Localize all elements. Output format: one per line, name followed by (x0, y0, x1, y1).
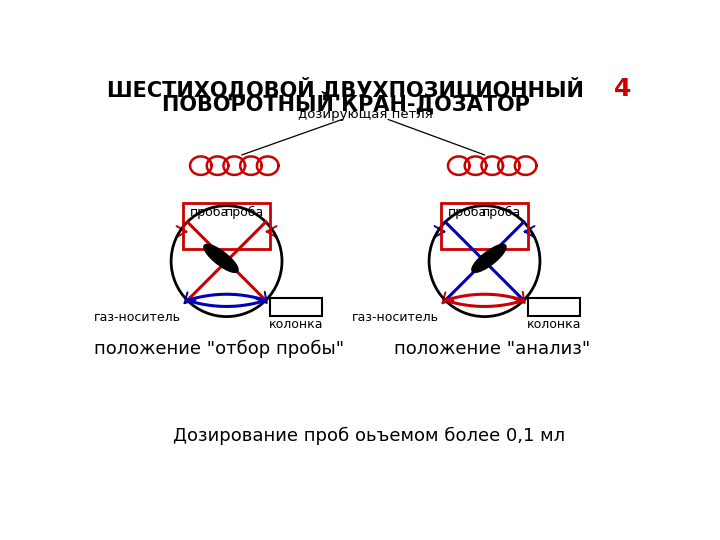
Text: Дозирование проб оьъемом более 0,1 мл: Дозирование проб оьъемом более 0,1 мл (173, 427, 565, 445)
Text: проба: проба (447, 206, 487, 219)
Bar (528, 298, 580, 316)
Text: дозирующая петля: дозирующая петля (298, 107, 433, 120)
Polygon shape (204, 245, 238, 272)
Text: проба: проба (225, 206, 264, 219)
Text: проба: проба (189, 206, 229, 219)
Text: проба: проба (482, 206, 521, 219)
Text: газ-носитель: газ-носитель (352, 311, 439, 324)
Text: газ-носитель: газ-носитель (94, 311, 181, 324)
Polygon shape (472, 245, 506, 272)
Text: положение "отбор пробы": положение "отбор пробы" (94, 340, 344, 358)
Text: колонка: колонка (269, 318, 323, 331)
Text: ПОВОРОТНЫЙ КРАН-ДОЗАТОР: ПОВОРОТНЫЙ КРАН-ДОЗАТОР (162, 91, 530, 114)
Text: колонка: колонка (526, 318, 581, 331)
Bar (269, 298, 323, 316)
Text: ШЕСТИХОДОВОЙ ДВУХПОЗИЦИОННЫЙ: ШЕСТИХОДОВОЙ ДВУХПОЗИЦИОННЫЙ (107, 77, 585, 100)
Text: положение "анализ": положение "анализ" (394, 340, 590, 358)
Text: 4: 4 (614, 77, 631, 101)
